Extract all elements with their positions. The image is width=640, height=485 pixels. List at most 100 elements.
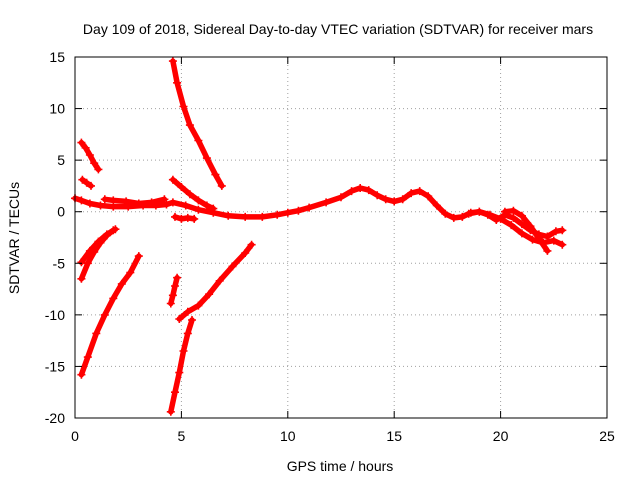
data-point bbox=[183, 329, 192, 338]
data-point bbox=[181, 201, 190, 210]
data-point bbox=[558, 240, 567, 249]
data-point bbox=[507, 221, 516, 230]
data-point bbox=[173, 273, 182, 282]
data-point bbox=[215, 276, 224, 285]
data-point bbox=[283, 208, 292, 217]
data-point bbox=[305, 203, 314, 212]
data-point bbox=[90, 159, 99, 168]
data-point bbox=[526, 222, 535, 231]
data-point bbox=[77, 274, 86, 283]
data-point bbox=[162, 200, 171, 209]
data-point bbox=[209, 204, 218, 213]
data-point bbox=[543, 246, 552, 255]
series-trace-arc-15 bbox=[176, 241, 255, 322]
data-point bbox=[175, 368, 184, 377]
data-point bbox=[117, 279, 126, 288]
data-point bbox=[509, 213, 518, 222]
data-point bbox=[177, 183, 186, 191]
grid-lines bbox=[75, 57, 607, 418]
x-axis-label: GPS time / hours bbox=[287, 458, 394, 474]
data-point bbox=[126, 268, 135, 277]
data-point bbox=[549, 236, 558, 245]
data-markers bbox=[71, 57, 567, 416]
data-point bbox=[194, 136, 203, 145]
data-point bbox=[398, 195, 407, 204]
data-point bbox=[168, 198, 177, 207]
x-tick-label: 0 bbox=[71, 428, 79, 444]
data-point bbox=[85, 151, 94, 159]
axis-ticks: -20 -15 -10 -5 0 5 10 15 0 5 10 15 20 25 bbox=[45, 49, 615, 444]
data-point bbox=[211, 170, 220, 179]
data-point bbox=[83, 353, 92, 362]
data-point bbox=[273, 210, 282, 219]
data-point bbox=[179, 347, 188, 355]
data-point bbox=[100, 310, 109, 319]
data-point bbox=[166, 407, 175, 416]
data-point bbox=[347, 187, 356, 196]
data-point bbox=[183, 213, 192, 222]
data-point bbox=[160, 195, 169, 204]
data-point bbox=[81, 143, 90, 152]
data-point bbox=[407, 189, 416, 198]
data-point bbox=[166, 299, 175, 308]
data-point bbox=[87, 181, 95, 190]
x-tick-label: 15 bbox=[386, 428, 402, 444]
data-point bbox=[177, 214, 186, 223]
data-point bbox=[100, 195, 109, 204]
y-tick-label: -15 bbox=[45, 358, 65, 374]
y-tick-label: -10 bbox=[45, 307, 65, 323]
y-tick-label: -5 bbox=[53, 255, 66, 271]
data-point bbox=[188, 316, 196, 324]
data-point bbox=[539, 238, 548, 247]
x-tick-label: 5 bbox=[178, 428, 186, 444]
data-point bbox=[543, 232, 552, 241]
data-point bbox=[441, 209, 450, 218]
data-point bbox=[241, 249, 250, 257]
data-point bbox=[134, 199, 143, 208]
data-point bbox=[194, 205, 203, 214]
data-point bbox=[124, 202, 133, 211]
data-point bbox=[509, 206, 518, 215]
data-point bbox=[109, 294, 118, 303]
data-point bbox=[82, 178, 91, 187]
x-tick-label: 20 bbox=[493, 428, 509, 444]
data-point bbox=[356, 184, 365, 192]
data-point bbox=[122, 197, 131, 206]
x-tick-label: 25 bbox=[599, 428, 615, 444]
y-tick-label: 15 bbox=[49, 49, 65, 65]
data-point bbox=[151, 201, 160, 210]
data-point bbox=[102, 231, 111, 240]
data-point bbox=[190, 214, 199, 223]
data-point bbox=[322, 198, 331, 207]
y-tick-label: -20 bbox=[45, 410, 65, 426]
data-point bbox=[94, 165, 103, 174]
data-point bbox=[558, 226, 567, 235]
data-point bbox=[171, 212, 179, 221]
data-point bbox=[109, 196, 118, 205]
series-trace-arc-12 bbox=[78, 253, 142, 378]
data-point bbox=[464, 209, 473, 218]
data-point bbox=[168, 291, 177, 300]
data-point bbox=[183, 307, 192, 316]
data-point bbox=[415, 187, 424, 196]
data-point bbox=[139, 201, 148, 210]
data-point bbox=[85, 246, 94, 255]
data-point bbox=[432, 201, 441, 210]
data-point bbox=[424, 192, 433, 201]
data-point bbox=[373, 191, 382, 200]
data-point bbox=[475, 207, 484, 216]
data-point bbox=[175, 315, 184, 323]
chart-title: Day 109 of 2018, Sidereal Day-to-day VTE… bbox=[83, 21, 593, 37]
data-point bbox=[179, 102, 188, 111]
data-point bbox=[168, 175, 177, 184]
data-point bbox=[185, 121, 194, 130]
data-point bbox=[194, 301, 203, 310]
data-point bbox=[173, 78, 182, 87]
data-point bbox=[500, 207, 509, 216]
data-point bbox=[205, 290, 214, 299]
data-point bbox=[96, 238, 105, 247]
plot-frame bbox=[74, 56, 608, 419]
y-tick-label: 5 bbox=[57, 152, 65, 168]
